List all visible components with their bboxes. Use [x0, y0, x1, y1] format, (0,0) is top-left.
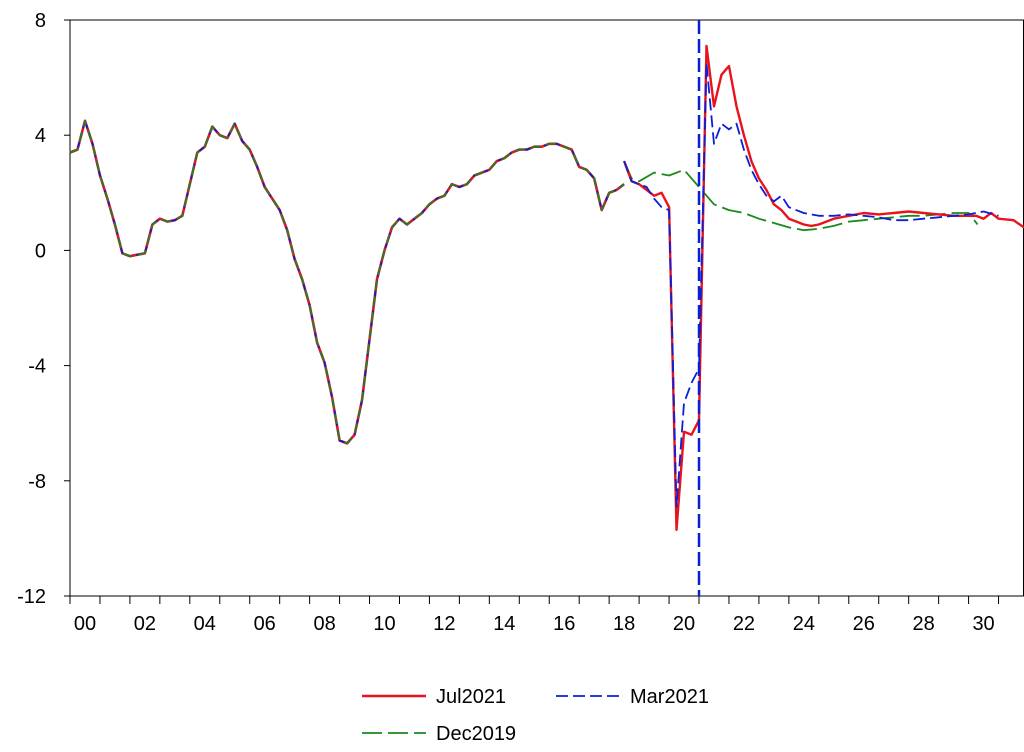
x-tick-label: 12 [433, 613, 455, 635]
x-tick-label: 30 [972, 613, 994, 635]
plot-frame [69, 19, 1024, 597]
axes-group [69, 19, 1024, 597]
legend-item-dec2019: Dec2019 [362, 723, 516, 745]
legend-label: Jul2021 [436, 686, 506, 708]
x-tick-label: 20 [673, 613, 695, 635]
y-axis-ticks: 8 4 0 -4 -8 -12 [17, 10, 70, 608]
legend-label: Dec2019 [436, 723, 516, 745]
x-axis-ticks: 00 02 04 06 08 10 12 14 16 18 20 22 24 26 28 30 [69, 596, 1000, 635]
x-tick-label: 08 [313, 613, 335, 635]
x-tick-label: 02 [134, 613, 156, 635]
y-tick-label: -8 [28, 471, 46, 493]
history-line-mar2021 [69, 119, 625, 445]
x-tick-label: 28 [913, 613, 935, 635]
y-tick-label: -4 [28, 356, 46, 378]
y-tick-label: 8 [35, 10, 46, 32]
x-tick-label: 16 [553, 613, 575, 635]
series-line-mar2021 [623, 62, 999, 508]
y-tick-label: 0 [35, 240, 46, 262]
x-tick-label: 14 [493, 613, 515, 635]
y-tick-label: 4 [35, 125, 46, 147]
series-layer [69, 44, 1024, 531]
x-tick-label: 24 [793, 613, 815, 635]
x-tick-label: 10 [373, 613, 395, 635]
x-tick-label: 18 [613, 613, 635, 635]
legend-item-jul2021: Jul2021 [362, 686, 506, 708]
series-line-dec2019 [623, 160, 979, 232]
series-line-jul2021 [622, 44, 1024, 531]
legend-item-mar2021: Mar2021 [556, 686, 709, 708]
history-line-jul2021 [69, 119, 625, 445]
legend-label: Mar2021 [630, 686, 709, 708]
y-tick-label: -12 [17, 586, 46, 608]
x-tick-label: 04 [194, 613, 216, 635]
history-line-dec2019 [69, 120, 625, 445]
x-tick-label: 00 [74, 613, 96, 635]
legend: Jul2021 Mar2021 Dec2019 [362, 686, 709, 745]
x-tick-label: 06 [254, 613, 276, 635]
x-tick-label: 22 [733, 613, 755, 635]
x-tick-label: 26 [853, 613, 875, 635]
